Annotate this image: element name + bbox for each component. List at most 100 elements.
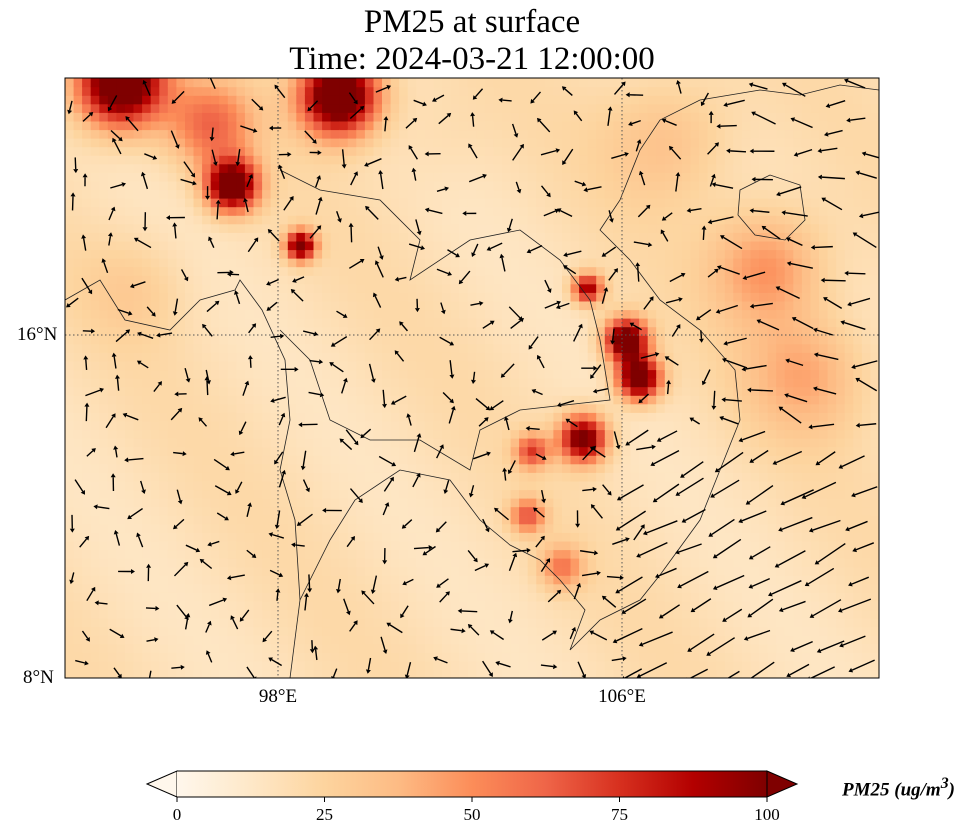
pm25-cell [399,489,409,499]
pm25-cell [339,275,349,285]
pm25-cell [116,326,126,336]
pm25-cell [433,266,443,276]
pm25-cell [399,189,409,199]
pm25-cell [621,146,632,156]
pm25-cell [527,592,537,602]
pm25-cell [65,318,75,328]
pm25-cell [159,420,169,431]
pm25-cell [656,592,666,602]
pm25-cell [227,609,237,619]
pm25-cell [287,566,297,576]
pm25-cell [304,138,315,148]
pm25-cell [656,300,666,311]
pm25-cell [133,369,143,379]
pm25-cell [253,78,263,88]
pm25-cell [373,180,383,191]
pm25-cell [519,249,529,259]
pm25-cell [639,146,649,156]
pm25-cell [476,275,486,285]
pm25-cell [322,600,332,611]
pm25-cell [459,506,469,516]
pm25-cell [364,609,375,619]
pm25-cell [142,335,152,345]
pm25-cell [125,215,135,225]
pm25-cell [313,360,323,371]
pm25-cell [416,652,426,662]
pm25-cell [219,480,229,491]
pm25-cell [287,120,297,131]
pm25-cell [519,112,529,122]
pm25-cell [322,86,332,96]
pm25-cell [253,292,263,302]
pm25-cell [502,309,512,319]
pm25-cell [116,112,126,122]
pm25-cell [279,643,289,653]
pm25-cell [313,78,323,79]
pm25-cell [502,369,512,379]
pm25-cell [176,446,186,456]
pm25-cell [193,378,203,388]
pm25-cell [553,549,563,559]
pm25-cell [450,540,460,551]
pm25-cell [424,489,435,499]
pm25-cell [313,515,323,525]
pm25-cell [339,652,349,662]
pm25-cell [159,86,169,96]
pm25-cell [185,172,195,182]
pm25-cell [304,403,315,413]
pm25-cell [330,626,340,636]
pm25-cell [296,163,306,173]
pm25-cell [296,506,306,516]
pm25-cell [244,386,255,396]
pm25-cell [270,172,280,182]
pm25-cell [142,378,152,388]
pm25-cell [459,120,469,131]
pm25-cell [596,669,606,678]
pm25-cell [450,352,460,362]
pm25-cell [450,258,460,268]
pm25-cell [210,446,220,456]
pm25-cell [159,240,169,251]
pm25-cell [570,618,580,628]
pm25-cell [510,146,520,156]
pm25-cell [133,146,143,156]
pm25-cell [450,266,460,276]
pm25-cell [459,292,469,302]
pm25-cell [442,446,452,456]
pm25-cell [433,78,443,88]
pm25-cell [442,438,452,448]
pm25-cell [176,386,186,396]
pm25-cell [304,240,315,251]
pm25-cell [484,78,495,88]
pm25-cell [202,275,212,285]
pm25-cell [287,266,297,276]
pm25-cell [202,155,212,165]
pm25-cell [656,335,666,345]
pm25-cell [270,635,280,645]
pm25-cell [613,112,623,122]
pm25-cell [416,626,426,636]
pm25-cell [613,558,623,568]
pm25-cell [467,592,477,602]
pm25-cell [536,309,546,319]
pm25-cell [65,86,75,96]
pm25-cell [82,489,92,499]
pm25-cell [484,343,495,353]
pm25-cell [65,335,75,345]
pm25-cell [356,652,366,662]
pm25-cell [150,343,160,353]
pm25-cell [193,635,203,645]
pm25-cell [596,403,606,413]
pm25-cell [467,326,477,336]
pm25-cell [407,438,417,448]
pm25-cell [407,198,417,208]
pm25-cell [167,532,177,542]
pm25-cell [253,232,263,242]
pm25-cell [185,378,195,388]
pm25-cell [433,206,443,216]
pm25-cell [107,652,117,662]
pm25-cell [570,395,580,405]
pm25-cell [322,660,332,671]
pm25-cell [510,352,520,362]
pm25-cell [416,155,426,165]
